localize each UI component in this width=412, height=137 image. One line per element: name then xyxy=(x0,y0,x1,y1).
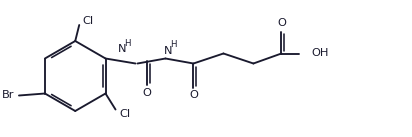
Text: N: N xyxy=(118,45,127,55)
Text: H: H xyxy=(170,40,177,49)
Text: OH: OH xyxy=(311,48,329,58)
Text: O: O xyxy=(189,91,198,101)
Text: O: O xyxy=(277,18,286,28)
Text: Cl: Cl xyxy=(119,109,130,119)
Text: Cl: Cl xyxy=(83,16,94,26)
Text: N: N xyxy=(164,45,173,55)
Text: O: O xyxy=(143,88,152,98)
Text: H: H xyxy=(124,39,131,48)
Text: Br: Br xyxy=(2,91,14,101)
